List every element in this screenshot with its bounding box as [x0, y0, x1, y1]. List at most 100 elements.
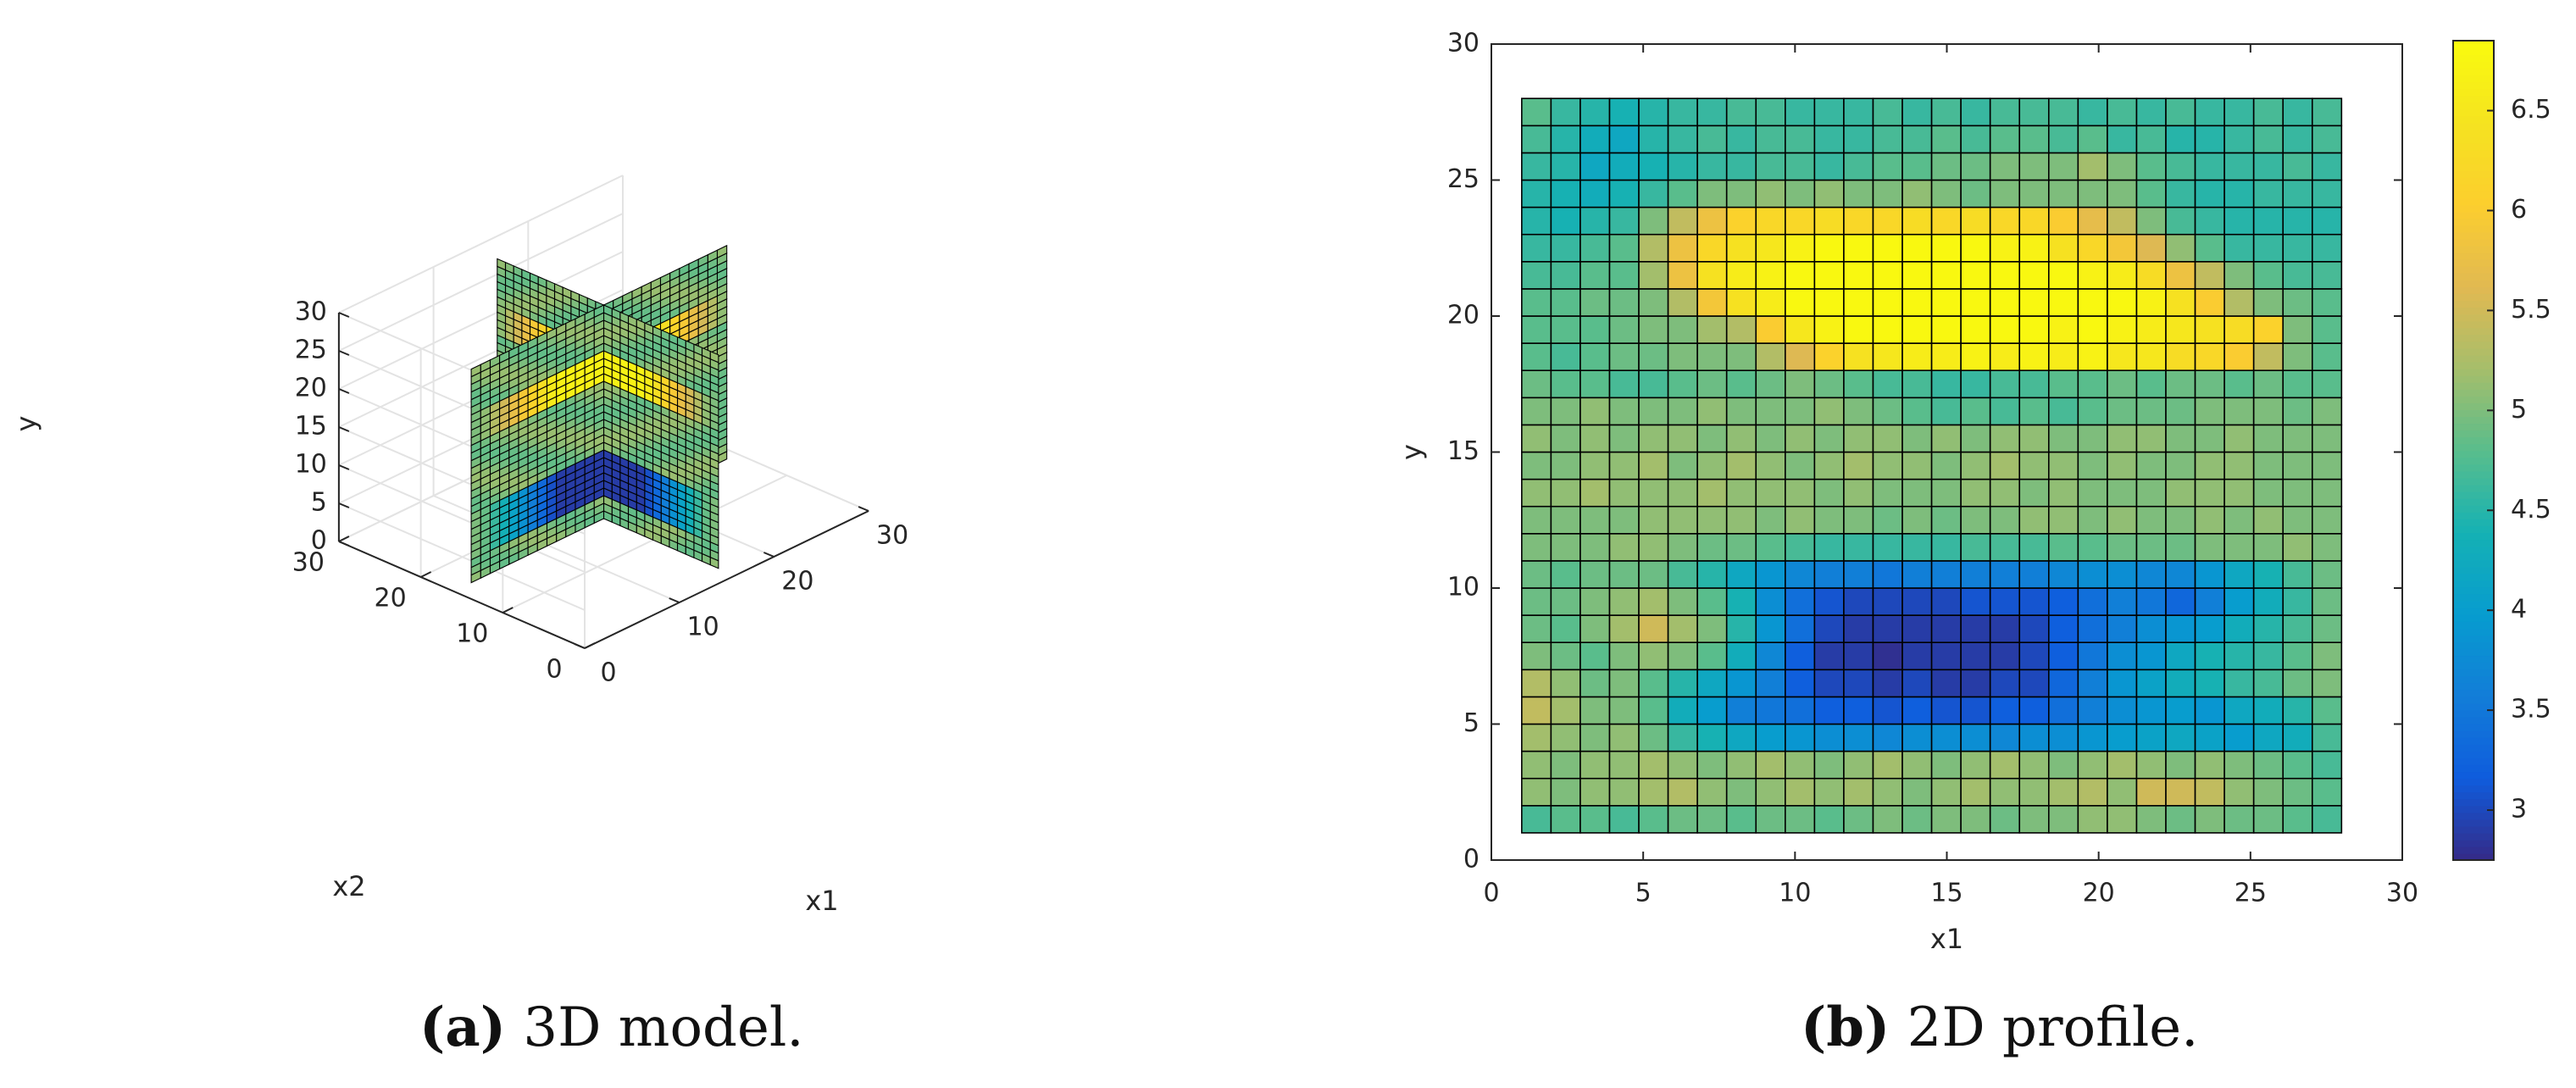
heatmap-cell — [1843, 777, 1874, 807]
heatmap-cell — [2282, 342, 2313, 372]
heatmap-cell — [1755, 614, 1786, 643]
heatmap-cell — [1989, 233, 2021, 263]
heatmap-cell — [2282, 315, 2313, 344]
heatmap-cell — [1960, 179, 1991, 208]
heatmap-cell — [1521, 641, 1552, 671]
heatmap-cell — [1960, 342, 1991, 372]
heatmap-cell — [2047, 424, 2079, 453]
heatmap-cell — [2135, 97, 2167, 127]
heatmap-cell — [2135, 206, 2167, 236]
heatmap-cell — [2282, 260, 2313, 290]
heatmap-cell — [1608, 478, 1640, 508]
heatmap-cell — [2223, 750, 2255, 780]
heatmap-cell — [2018, 451, 2050, 480]
slice-x1-front — [602, 304, 719, 569]
heatmap-cell — [1550, 342, 1581, 372]
colorbar-segment — [2453, 443, 2494, 452]
heatmap-cell — [2107, 179, 2138, 208]
heatmap-cell — [1579, 505, 1611, 535]
heatmap-cell — [2077, 369, 2108, 399]
colorbar-segment — [2453, 307, 2494, 315]
heatmap-cell — [1638, 233, 1669, 263]
colorbar-segment — [2453, 197, 2494, 206]
heatmap-cell — [1785, 97, 1816, 127]
heatmap-cell — [1930, 233, 1962, 263]
heatmap-cell — [2107, 750, 2138, 780]
colorbar-segment — [2453, 47, 2494, 55]
heatmap-cell — [1725, 97, 1757, 127]
colorbar-segment — [2453, 354, 2494, 363]
colorbar-segment — [2453, 272, 2494, 280]
heatmap-cell — [2223, 260, 2255, 290]
heatmap-cell — [2018, 696, 2050, 725]
heatmap-cell — [2311, 614, 2343, 643]
heatmap-cell — [2223, 641, 2255, 671]
heatmap-cell — [1696, 587, 1728, 616]
heatmap-cell — [2194, 288, 2225, 317]
heatmap-cell — [1579, 478, 1611, 508]
heatmap-cell — [1813, 152, 1845, 181]
heatmap-cell — [1930, 804, 1962, 834]
heatmap-cell — [2135, 641, 2167, 671]
heatmap-cell — [2252, 451, 2285, 480]
colorbar-segment — [2453, 409, 2494, 418]
heatmap-cell — [1813, 288, 1845, 317]
heatmap-cell — [2282, 750, 2313, 780]
heatmap-cell — [1930, 723, 1962, 752]
heatmap-cell — [1785, 260, 1816, 290]
colorbar-segment — [2453, 102, 2494, 110]
heatmap-cell — [1813, 260, 1845, 290]
heatmap-cell — [1755, 397, 1786, 426]
colorbar-segment — [2453, 832, 2494, 841]
y-tick-label: 15 — [1447, 436, 1480, 466]
heatmap-cell — [1696, 804, 1728, 834]
heatmap-cell — [1667, 614, 1698, 643]
heatmap-cell — [2165, 750, 2196, 780]
heatmap-cell — [2165, 288, 2196, 317]
grid-line — [502, 475, 787, 613]
colorbar-segment — [2453, 497, 2494, 506]
heatmap-cell — [1550, 97, 1581, 127]
heatmap-cell — [1901, 369, 1933, 399]
heatmap-cell — [1638, 804, 1669, 834]
colorbar-segment — [2453, 730, 2494, 738]
heatmap-cell — [2311, 369, 2343, 399]
y-tick-mark — [338, 464, 350, 470]
heatmap-cell — [1667, 397, 1698, 426]
heatmap-cell — [1550, 397, 1581, 426]
heatmap-cell — [2018, 424, 2050, 453]
heatmap-cell — [1960, 723, 1991, 752]
colorbar-segment — [2453, 648, 2494, 657]
x-tick-label: 10 — [1779, 879, 1811, 908]
grid-line — [338, 502, 586, 611]
x1-tick-mark — [574, 643, 586, 649]
heatmap-cell — [1667, 288, 1698, 317]
heatmap-cell — [2282, 397, 2313, 426]
heatmap-cell — [2047, 696, 2079, 725]
heatmap-cell — [1755, 505, 1786, 535]
heatmap-cell — [1579, 587, 1611, 616]
heatmap-cell — [2311, 260, 2343, 290]
heatmap-cell — [1755, 532, 1786, 562]
heatmap-cell — [2252, 641, 2285, 671]
heatmap-cell — [1725, 233, 1757, 263]
colorbar-segment — [2453, 320, 2494, 329]
heatmap-cell — [2282, 424, 2313, 453]
heatmap-cell — [1843, 260, 1874, 290]
heatmap-cell — [2282, 641, 2313, 671]
heatmap-cell — [1872, 152, 1903, 181]
x-tick-label: 30 — [2386, 879, 2418, 908]
heatmap-cell — [2018, 560, 2050, 589]
heatmap-cell — [2282, 560, 2313, 589]
heatmap-cell — [1813, 478, 1845, 508]
grid-line — [338, 251, 624, 390]
heatmap-cell — [1989, 342, 2021, 372]
heatmap-cell — [1725, 532, 1757, 562]
heatmap-cell — [1579, 560, 1611, 589]
heatmap-cell — [1930, 587, 1962, 616]
heatmap-cell — [1667, 152, 1698, 181]
heatmap-cell — [2252, 424, 2285, 453]
x1-tick-label: 30 — [876, 521, 908, 551]
colorbar-segment — [2453, 450, 2494, 458]
heatmap-cell — [2252, 478, 2285, 508]
